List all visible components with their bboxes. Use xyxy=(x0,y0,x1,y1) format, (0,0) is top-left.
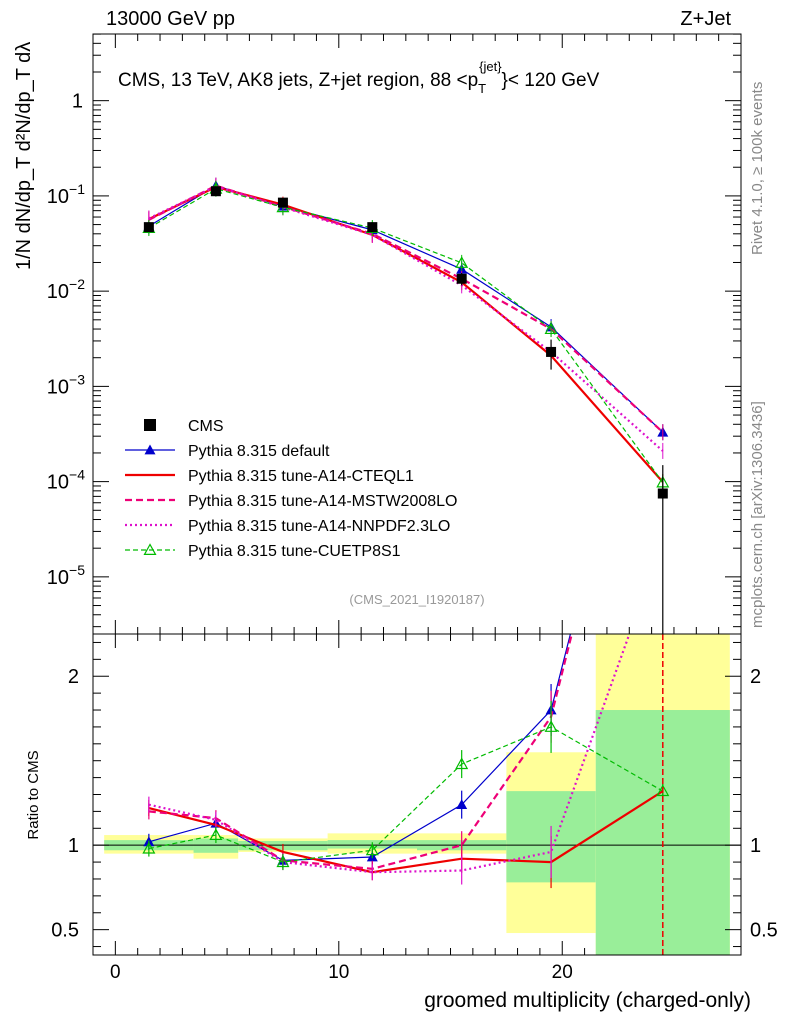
main-panel: 1 10−1 10−2 10−3 10−4 10−5 CMS, 13 TeV, AK8 j… xyxy=(47,33,742,955)
legend: CMS Pythia 8.315 default Pythia 8.315 tune… xyxy=(125,418,457,560)
analysis-id: (CMS_2021_I1920187) xyxy=(349,592,484,607)
ratio-marker xyxy=(544,720,558,732)
ratio-y-tick-label-right: 2 xyxy=(750,666,761,688)
chart-title-sub: T xyxy=(478,81,486,96)
legend-label: Pythia 8.315 tune-A14-MSTW2008LO xyxy=(188,493,457,510)
x-axis-label: groomed multiplicity (charged-only) xyxy=(424,989,751,1012)
ratio-panel: 0 10 20 0.5 0.5 1 1 2 2 xyxy=(51,633,778,983)
ratio-y-tick-label-right: 1 xyxy=(750,835,761,857)
ratio-marker xyxy=(365,843,379,856)
series-marker xyxy=(455,256,469,268)
legend-marker xyxy=(143,543,157,556)
legend-label: Pythia 8.315 tune-CUETP8S1 xyxy=(188,543,401,560)
rivet-version-label: Rivet 4.1.0, ≥ 100k events xyxy=(749,82,766,255)
chart-title: CMS, 13 TeV, AK8 jets, Z+jet region, 88 … xyxy=(118,59,600,96)
y-axis-label-formula: 1/N dN/dp_T d²N/dp_T dλ xyxy=(13,42,35,270)
legend-label: Pythia 8.315 default xyxy=(188,443,330,460)
legend-marker xyxy=(144,419,156,431)
ratio-marker xyxy=(209,828,223,841)
ratio-marker xyxy=(656,784,670,797)
series-marker xyxy=(544,322,558,335)
header-left: 13000 GeV pp xyxy=(106,8,235,30)
x-tick-label: 20 xyxy=(552,962,573,983)
data-point xyxy=(210,186,221,197)
ratio-marker xyxy=(276,855,290,868)
y-tick-label: 1 xyxy=(72,91,83,113)
data-point xyxy=(456,273,467,284)
ratio-y-tick-label: 1 xyxy=(68,835,79,857)
data-point xyxy=(657,488,668,499)
ratio-marker xyxy=(455,757,469,770)
ratio-y-tick-label: 2 xyxy=(68,666,79,688)
legend-label: Pythia 8.315 tune-A14-NNPDF2.3LO xyxy=(188,518,450,535)
ratio-marker xyxy=(142,841,156,854)
x-tick-label: 10 xyxy=(328,962,349,983)
ratio-marker xyxy=(456,799,468,810)
legend-marker xyxy=(144,444,156,455)
chart-title-tail: }< 120 GeV xyxy=(502,70,600,91)
y-axis-label: 1/N dN/dp_T d²N/dp_T dλ xyxy=(13,42,35,270)
y-tick-label: 10−4 xyxy=(47,467,85,494)
x-tick-label: 0 xyxy=(110,962,121,983)
legend-label: CMS xyxy=(188,418,224,435)
data-point xyxy=(277,197,288,208)
legend-label: Pythia 8.315 tune-A14-CTEQL1 xyxy=(188,468,414,485)
data-point xyxy=(546,346,557,357)
ratio-axis-label: Ratio to CMS xyxy=(25,750,42,839)
data-point xyxy=(143,222,154,233)
ratio-y-tick-label: 0.5 xyxy=(51,920,79,942)
header-right: Z+Jet xyxy=(680,8,731,30)
y-tick-label: 10−5 xyxy=(47,562,85,589)
ratio-y-tick-label-right: 0.5 xyxy=(750,920,778,942)
y-tick-label: 10−2 xyxy=(47,276,85,303)
y-tick-label: 10−3 xyxy=(47,371,85,398)
y-tick-label: 10−1 xyxy=(47,181,85,208)
chart-title-sup: {jet} xyxy=(479,59,502,74)
mcplots-credit-label: mcplots.cern.ch [arXiv:1306.3436] xyxy=(749,401,766,628)
data-point xyxy=(367,222,378,233)
